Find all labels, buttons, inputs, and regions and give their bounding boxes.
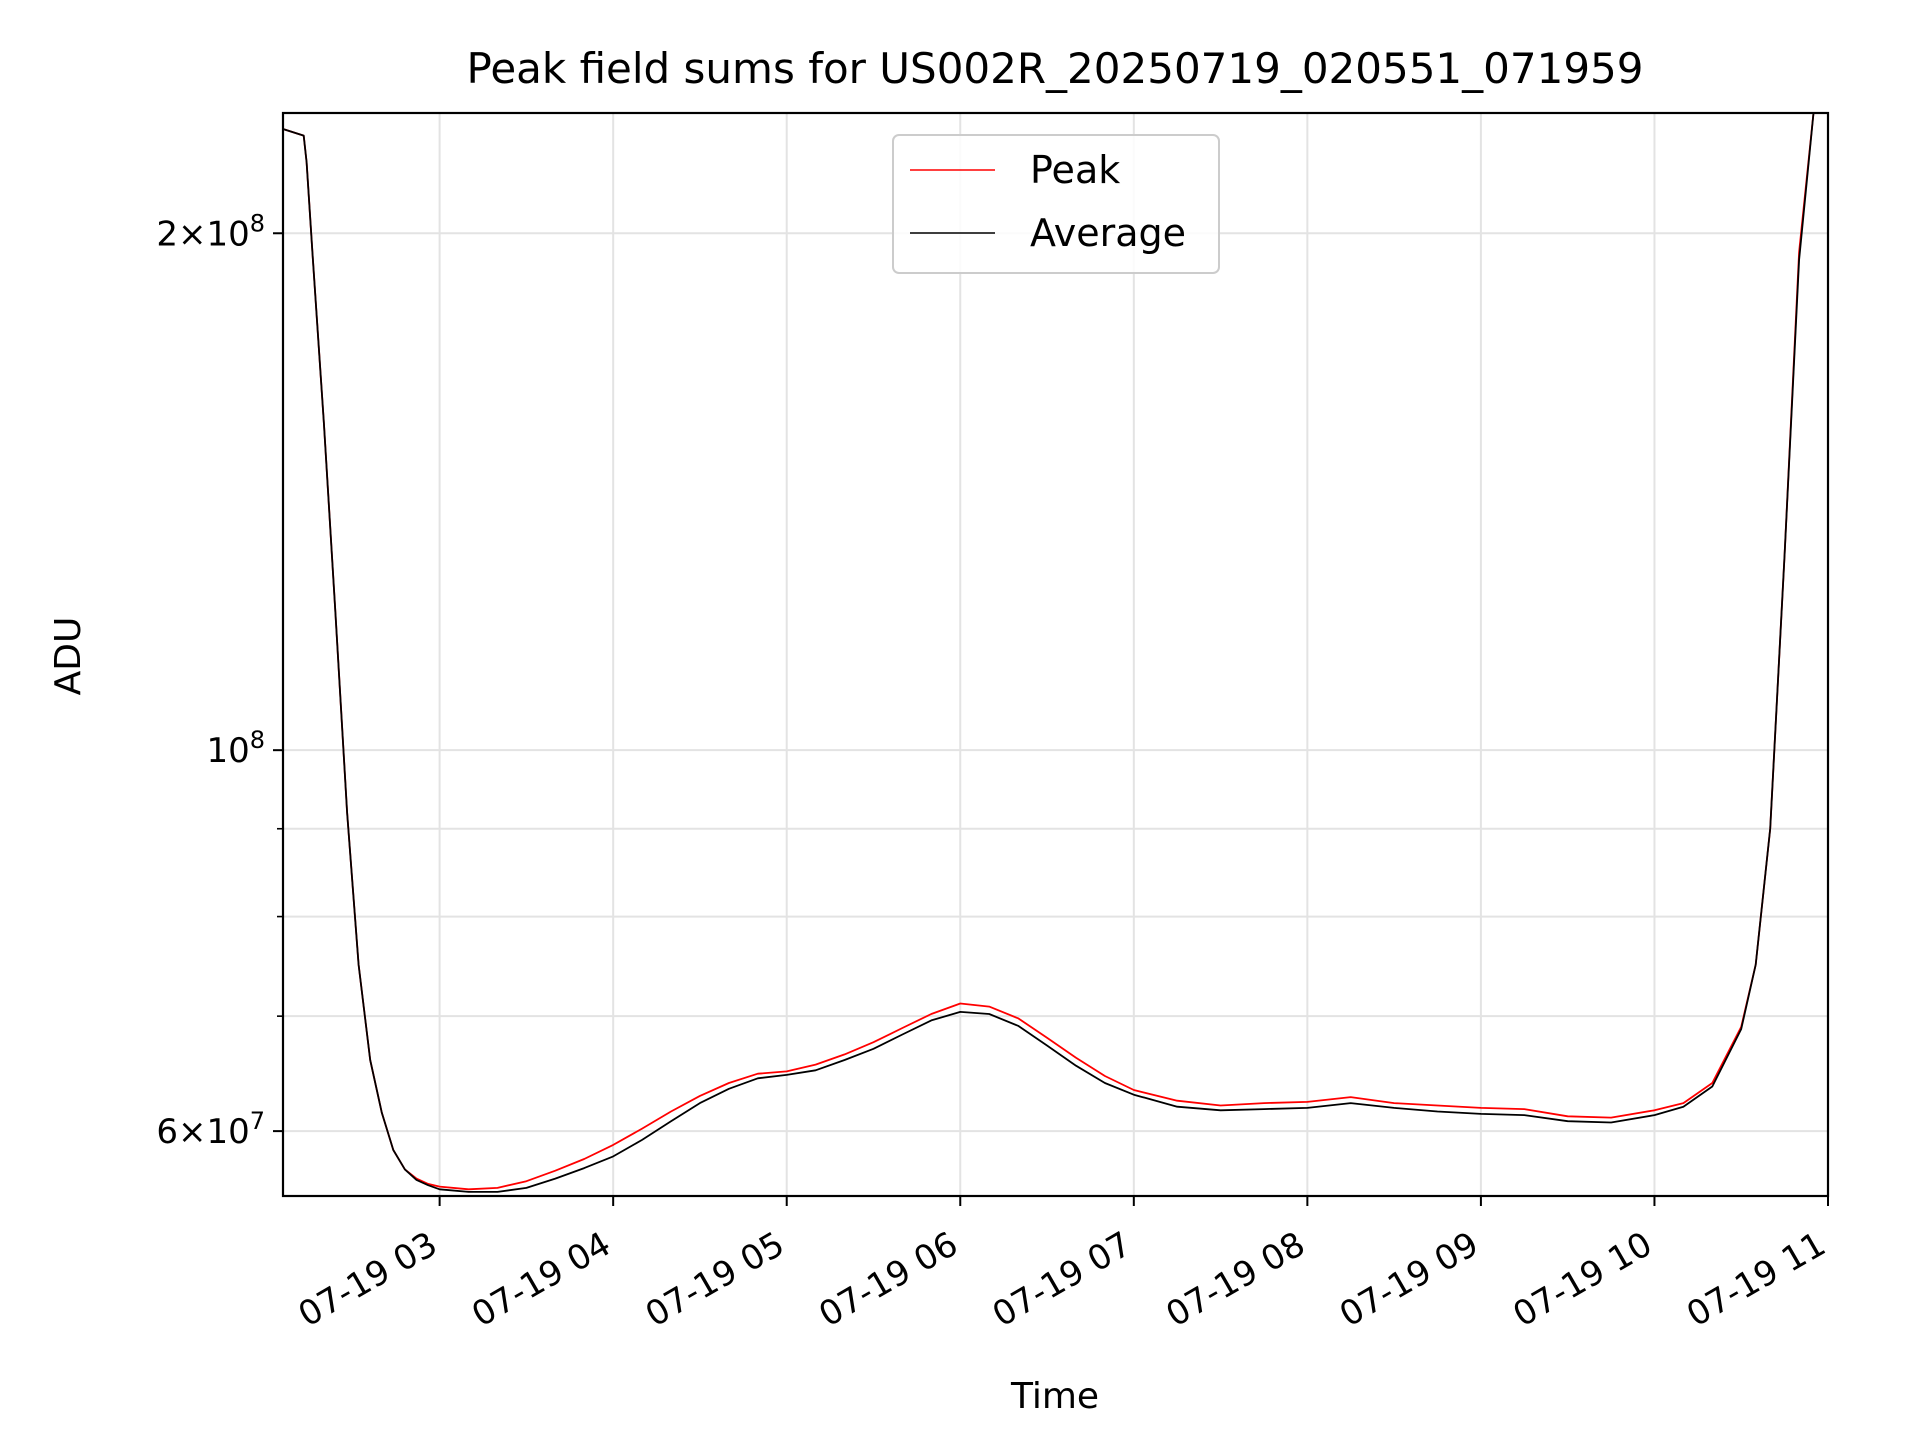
axis-ticks [273, 232, 1829, 1206]
plot-frame [281, 111, 1830, 1198]
series-line-average [283, 113, 1815, 1193]
y-tick-label: 2×108 [156, 209, 265, 254]
chart-title: Peak field sums for US002R_20250719_0205… [467, 44, 1644, 93]
series-lines [283, 113, 1815, 1193]
legend-label-peak: Peak [1030, 148, 1120, 192]
legend: Peak Average [892, 134, 1220, 274]
legend-label-average: Average [1030, 211, 1186, 255]
x-axis-label: Time [1010, 1376, 1099, 1417]
y-axis-label: ADU [48, 617, 89, 696]
y-tick-label: 6×107 [156, 1107, 265, 1152]
